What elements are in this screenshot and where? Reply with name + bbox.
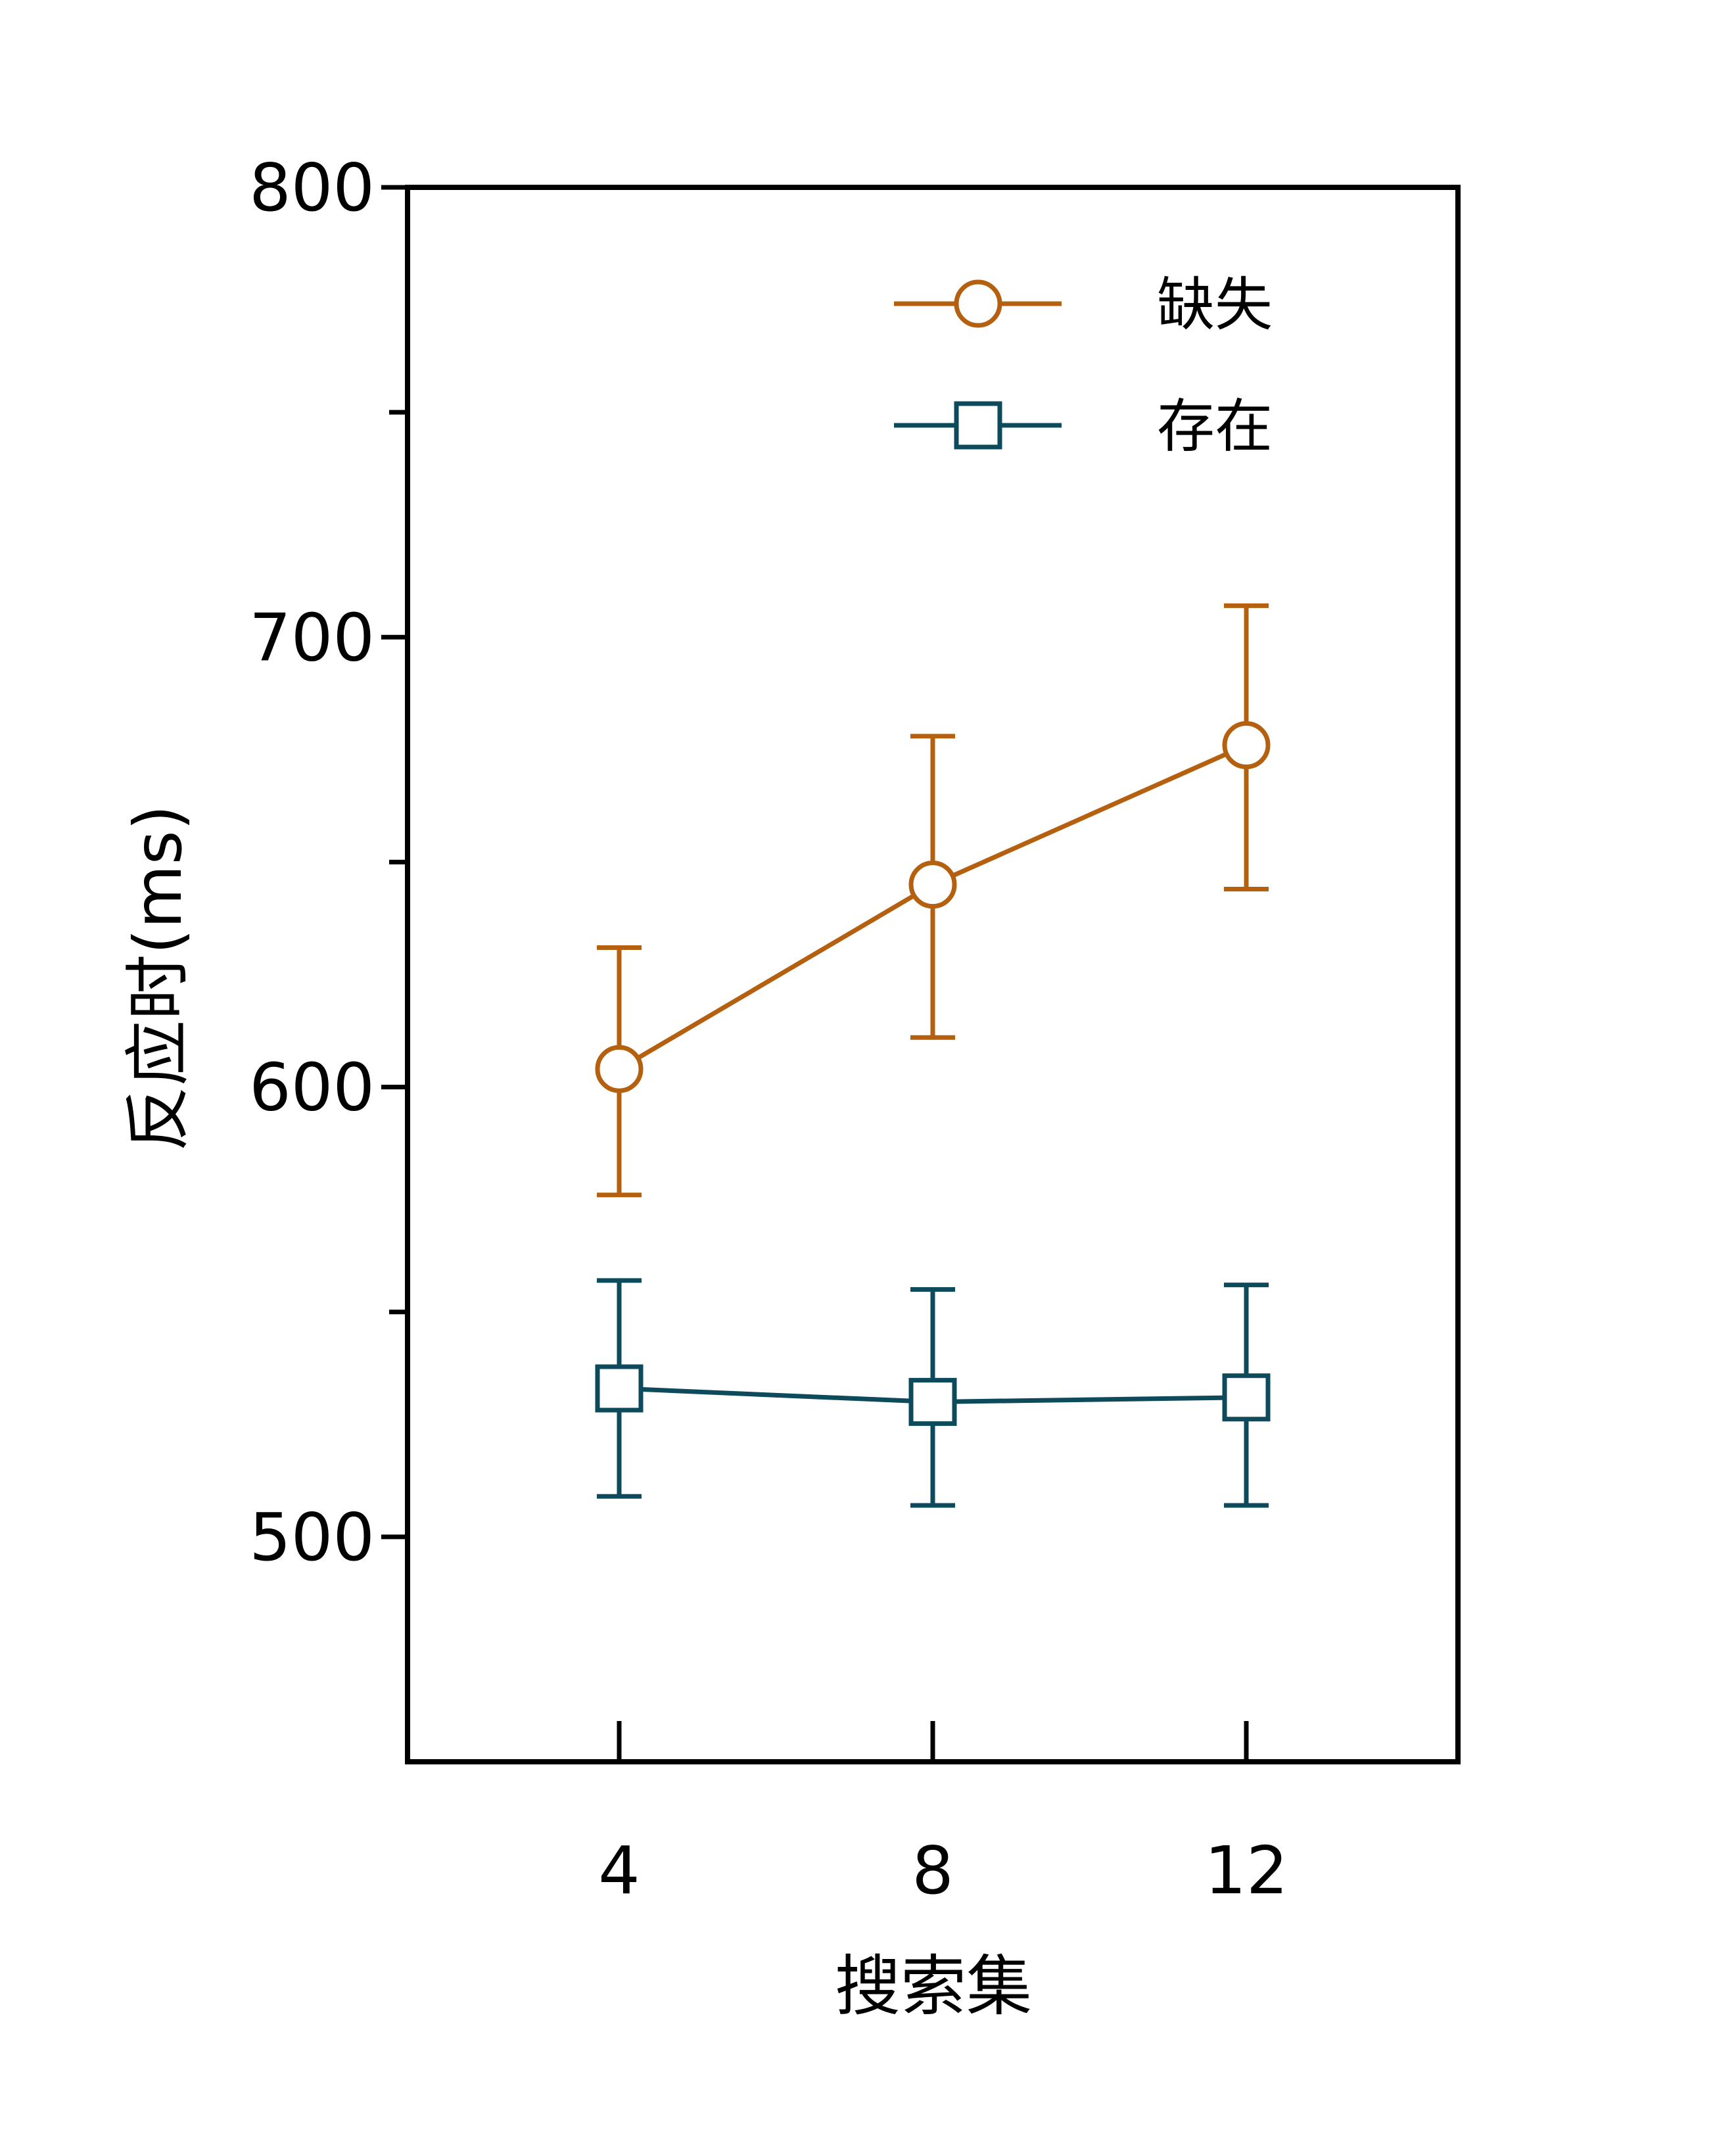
y-axis-title: 反应时(ms) xyxy=(120,805,197,1152)
x-tick-label: 12 xyxy=(1204,1832,1288,1909)
data-point xyxy=(595,1364,644,1413)
legend-marker xyxy=(954,401,1002,450)
y-tick-label: 700 xyxy=(249,599,375,676)
y-tick-label: 800 xyxy=(249,149,375,226)
series-square xyxy=(595,1278,1271,1508)
data-point xyxy=(908,861,957,909)
x-axis-title: 搜索集 xyxy=(835,1948,1032,2025)
legend-label: 缺失 xyxy=(1157,271,1273,339)
legend-marker xyxy=(954,279,1002,328)
data-point xyxy=(595,1045,644,1093)
x-tick-label: 4 xyxy=(598,1832,640,1909)
series-layer xyxy=(595,603,1271,1508)
data-point xyxy=(1222,721,1271,770)
y-tick-label: 600 xyxy=(249,1049,375,1126)
data-point xyxy=(908,1378,957,1427)
x-axis: 4 8 12 xyxy=(598,1721,1288,1909)
series-circle xyxy=(595,603,1271,1198)
x-tick-label: 8 xyxy=(912,1832,954,1909)
y-axis: 500 600 700 800 xyxy=(249,149,408,1576)
data-point xyxy=(1222,1373,1271,1422)
y-tick-label: 500 xyxy=(249,1499,375,1576)
legend-label: 存在 xyxy=(1157,392,1273,460)
